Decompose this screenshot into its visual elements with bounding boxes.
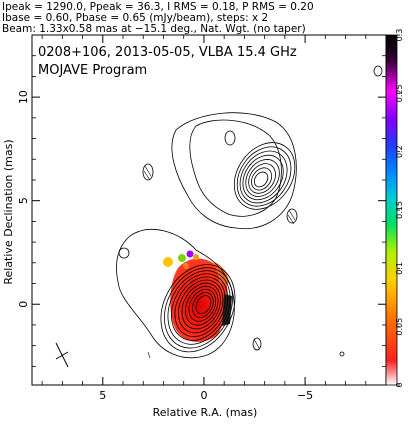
- header-base-line: Ibase = 0.60, Pbase = 0.65 (mJy/beam), s…: [2, 12, 268, 24]
- jet-contour-level: [248, 163, 276, 194]
- outer-contour-core: [116, 229, 235, 359]
- blob-1-hatch: [143, 165, 152, 181]
- colorbar-tick-label: 0.25: [395, 84, 404, 102]
- jet-contour-level: [233, 142, 296, 210]
- y-axis: 0 5 10: [17, 55, 386, 367]
- color-patch-rim: [214, 262, 229, 284]
- blob-5: [252, 337, 262, 351]
- color-edge-dark: [222, 294, 232, 326]
- chart-subtitle: MOJAVE Program: [38, 63, 147, 78]
- x-tick-label: 0: [200, 389, 207, 402]
- color-spot-orange: [193, 254, 199, 260]
- core-contours: [160, 264, 236, 353]
- blob-7: [339, 351, 345, 357]
- outer-contour-jet: [171, 112, 297, 230]
- blob-6: [373, 65, 383, 77]
- core-contour-level: [192, 292, 214, 318]
- jet-contour-level: [245, 159, 280, 197]
- core-contour-level: [181, 282, 221, 330]
- blob-4: [118, 247, 130, 259]
- blob-2: [224, 130, 236, 146]
- colorbar-tick-label: 0.2: [395, 145, 404, 158]
- x-tick-label: −5: [297, 389, 313, 402]
- core-contour-level: [174, 276, 226, 337]
- core-contour-level: [167, 270, 231, 345]
- blob-3-hatch: [287, 209, 296, 225]
- core-contour-level: [178, 279, 224, 334]
- header-peak-line: Ipeak = 1290.0, Ppeak = 36.3, I RMS = 0.…: [2, 1, 314, 13]
- jet-contour-level: [251, 167, 273, 191]
- colorbar-tick-label: 0.05: [395, 318, 404, 336]
- color-spot-orange-2: [183, 263, 189, 269]
- core-contour-level: [164, 267, 233, 349]
- chart-title: 0208+106, 2013-05-05, VLBA 15.4 GHz: [38, 45, 297, 60]
- image-layer: [55, 65, 383, 368]
- color-spot-green: [178, 254, 186, 262]
- header-beam-line: Beam: 1.33x0.58 mas at −15.1 deg., Nat. …: [2, 23, 306, 35]
- core-contour-level: [195, 295, 212, 315]
- jet-contour-level: [242, 154, 284, 201]
- blob-8: [147, 351, 151, 359]
- colorbar-tick-label: 0.3: [395, 29, 404, 42]
- beam-marker: [55, 342, 69, 368]
- color-spot-yellow: [163, 257, 173, 267]
- y-tick-label: 5: [17, 197, 30, 204]
- blob-5-hatch: [253, 338, 260, 349]
- jet-contours: [233, 142, 296, 210]
- core-contour-level: [171, 273, 229, 341]
- blob-3: [286, 208, 298, 224]
- y-tick-label: 10: [17, 90, 30, 104]
- y-axis-title: Relative Declination (mas): [2, 139, 15, 284]
- color-spot-purple: [186, 250, 194, 258]
- colorbar-tick-label: 0.15: [395, 201, 404, 219]
- colorbar-axis: 0 0.05 0.1 0.15 0.2 0.25 0.3: [395, 29, 404, 388]
- core-contour-level: [188, 288, 217, 322]
- x-axis-title: Relative R.A. (mas): [153, 406, 258, 419]
- blob-1: [142, 163, 154, 181]
- jet-contour-level: [236, 146, 292, 207]
- colorbar-tick-label: 0: [395, 382, 404, 387]
- jet-contour-level: [253, 171, 269, 188]
- outer-contour-jet-2: [189, 119, 282, 217]
- polarization-image: [163, 250, 232, 342]
- x-tick-label: 5: [99, 389, 106, 402]
- core-contour-level: [185, 285, 219, 326]
- y-tick-label: 0: [17, 301, 30, 308]
- core-color-patch: [170, 258, 228, 342]
- colorbar-tick-label: 0.1: [395, 262, 404, 275]
